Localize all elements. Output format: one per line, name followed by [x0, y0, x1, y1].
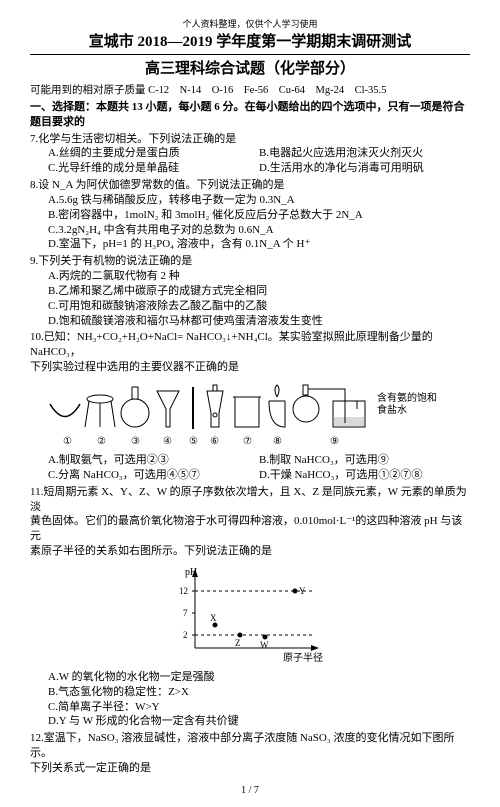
q10-figure: ① ② ③ ④ [30, 379, 470, 451]
ylabel: pH [185, 567, 197, 578]
q12-stem-b: 下列关系式一定正确的是 [30, 761, 470, 776]
apparatus-8-icon: ⑧ [269, 385, 285, 447]
q10-stem-b: 下列实验过程中选用的主要仪器不正确的是 [30, 360, 470, 375]
svg-text:X: X [210, 613, 217, 623]
svg-text:W: W [260, 640, 269, 650]
q8-opt-b: B.密闭容器中，1molN₂ 和 3molH₂ 催化反应后分子总数大于 2N_A [48, 208, 470, 223]
q7-stem: 7.化学与生活密切相关。下列说法正确的是 [30, 132, 470, 147]
ytick-7: 7 [183, 608, 188, 618]
apparatus-1-icon: ① [50, 404, 80, 447]
top-note: 个人资料整理，仅供个人学习使用 [30, 18, 470, 30]
title-sub: 高三理科综合试题（化学部分） [30, 59, 470, 79]
svg-text:Y: Y [299, 586, 306, 596]
apparatus-2-icon: ② [85, 395, 115, 447]
q11: 11.短周期元素 X、Y、Z、W 的原子序数依次增大，且 X、Z 是同族元素，W… [30, 485, 470, 730]
q10-opt-b: B.制取 NaHCO₃，可选用⑨ [259, 453, 470, 468]
q11-opt-d: D.Y 与 W 形成的化合物一定含有共价键 [48, 714, 470, 729]
q8-opt-d: D.室温下，pH=1 的 H₃PO₄ 溶液中，含有 0.1N_A 个 H⁺ [48, 237, 470, 252]
apparatus-4-icon: ④ [157, 391, 179, 447]
q10-opt-d: D.干燥 NaHCO₃，可选用①②⑦⑧ [259, 468, 470, 483]
apparatus-9-icon: ⑨ [293, 385, 365, 447]
apparatus-5-icon: ⑤ [189, 387, 198, 447]
q10-stem-a: 10.已知：NH₃+CO₂+H₂O+NaCl= NaHCO₃↓+NH₄Cl。某实… [30, 330, 470, 360]
q10-side-label-2: 食盐水 [377, 403, 407, 416]
q11-opt-c: C.简单离子半径：W>Y [48, 700, 470, 715]
ytick-2: 2 [183, 630, 188, 640]
page-footer: 1 / 7 [30, 784, 470, 798]
q8: 8.设 N_A 为阿伏伽德罗常数的值。下列说法正确的是 A.5.6g 铁与稀硝酸… [30, 178, 470, 252]
q9-opt-d: D.饱和硫酸镁溶液和福尔马林都可使鸡蛋清溶液发生变性 [48, 314, 470, 329]
section1-header: 一、选择题：本题共 13 小题，每小题 6 分。在每小题给出的四个选项中，只有一… [30, 100, 470, 130]
q11-stem-a: 11.短周期元素 X、Y、Z、W 的原子序数依次增大，且 X、Z 是同族元素，W… [30, 485, 470, 515]
svg-text:⑧: ⑧ [273, 436, 282, 447]
q8-stem: 8.设 N_A 为阿伏伽德罗常数的值。下列说法正确的是 [30, 178, 470, 193]
q9-opt-a: A.丙烷的二氯取代物有 2 种 [48, 269, 470, 284]
q9-stem: 9.下列关于有机物的说法正确的是 [30, 254, 470, 269]
q8-opt-a: A.5.6g 铁与稀硝酸反应，转移电子数一定为 0.3N_A [48, 193, 470, 208]
svg-text:①: ① [63, 436, 72, 447]
q10-opt-c: C.分离 NaHCO₃，可选用④⑤⑦ [48, 468, 259, 483]
ytick-12: 12 [179, 586, 188, 596]
svg-text:Z: Z [235, 638, 241, 648]
apparatus-3-icon: ③ [121, 387, 149, 447]
q8-opt-c: C.3.2gN₂H₄ 中含有共用电子对的总数为 0.6N_A [48, 223, 470, 238]
q12-stem-a: 12.室温下，NaSO₃ 溶液显碱性，溶液中部分离子浓度随 NaSO₃ 浓度的变… [30, 731, 470, 761]
q10-side-label-1: 含有氨的饱和 [377, 391, 437, 404]
svg-text:④: ④ [163, 436, 172, 447]
q11-opt-b: B.气态氢化物的稳定性：Z>X [48, 685, 470, 700]
q7-opt-d: D.生活用水的净化与消毒可用明矾 [259, 161, 470, 176]
q12: 12.室温下，NaSO₃ 溶液显碱性，溶液中部分离子浓度随 NaSO₃ 浓度的变… [30, 731, 470, 776]
title-main: 宣城市 2018—2019 学年度第一学期期末调研测试 [30, 32, 470, 52]
svg-text:⑥: ⑥ [210, 436, 219, 447]
q11-stem-b: 黄色固体。它们的最高价氧化物溶于水可得四种溶液，0.010mol·L⁻¹的这四种… [30, 514, 470, 544]
q9-opt-b: B.乙烯和聚乙烯中碳原子的成键方式完全相同 [48, 284, 470, 299]
apparatus-7-icon: ⑦ [233, 397, 261, 447]
q9-opt-c: C.可用饱和碳酸钠溶液除去乙酸乙酯中的乙酸 [48, 299, 470, 314]
q10-opt-a: A.制取氨气，可选用②③ [48, 453, 259, 468]
q7-opt-c: C.光导纤维的成分是单晶硅 [48, 161, 259, 176]
svg-text:②: ② [97, 436, 106, 447]
q7-opt-a: A.丝绸的主要成分是蛋白质 [48, 146, 259, 161]
title-rule [30, 54, 470, 55]
q7: 7.化学与生活密切相关。下列说法正确的是 A.丝绸的主要成分是蛋白质 B.电器起… [30, 132, 470, 177]
q7-opt-b: B.电器起火应选用泡沫灭火剂灭火 [259, 146, 470, 161]
q10: 10.已知：NH₃+CO₂+H₂O+NaCl= NaHCO₃↓+NH₄Cl。某实… [30, 330, 470, 482]
apparatus-6-icon: ⑥ [207, 385, 223, 447]
atomic-masses: 可能用到的相对原子质量 C-12 N-14 O-16 Fe-56 Cu-64 M… [30, 84, 470, 98]
q11-opt-a: A.W 的氧化物的水化物一定是强酸 [48, 670, 470, 685]
xlabel: 原子半径 [283, 651, 323, 664]
svg-text:③: ③ [131, 436, 140, 447]
q11-stem-c: 素原子半径的关系如右图所示。下列说法正确的是 [30, 544, 470, 559]
q9: 9.下列关于有机物的说法正确的是 A.丙烷的二氯取代物有 2 种 B.乙烯和聚乙… [30, 254, 470, 328]
svg-text:⑨: ⑨ [330, 436, 339, 447]
svg-text:⑦: ⑦ [243, 436, 252, 447]
svg-text:⑤: ⑤ [189, 436, 198, 447]
q11-chart: 2 7 12 X Z W Y pH 原子半径 [30, 563, 470, 668]
